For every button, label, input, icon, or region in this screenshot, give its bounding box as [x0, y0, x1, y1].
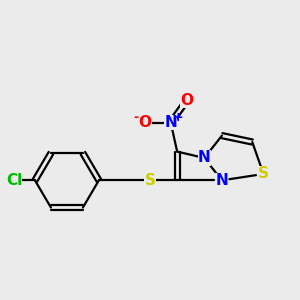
Text: N: N: [164, 115, 177, 130]
Text: O: O: [180, 93, 193, 108]
Text: S: S: [145, 173, 155, 188]
Text: O: O: [139, 115, 152, 130]
Text: +: +: [172, 111, 183, 124]
Text: N: N: [215, 173, 228, 188]
Text: Cl: Cl: [6, 173, 22, 188]
Text: N: N: [198, 151, 211, 166]
Text: -: -: [134, 111, 139, 124]
Text: S: S: [258, 167, 269, 182]
